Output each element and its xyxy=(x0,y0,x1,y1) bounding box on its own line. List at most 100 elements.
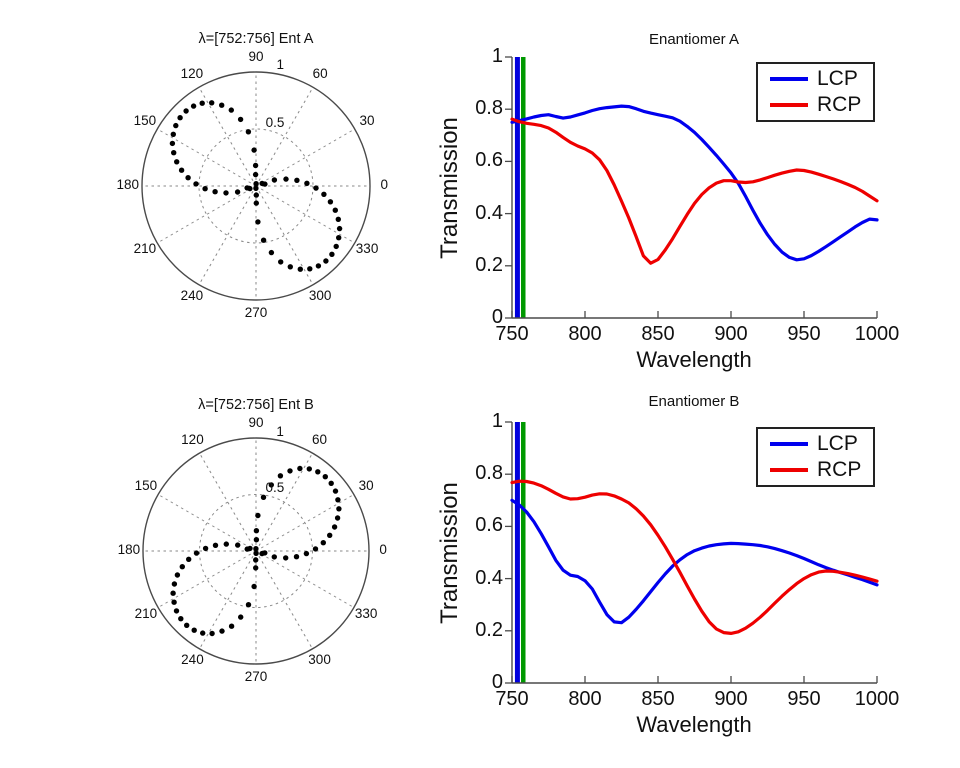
line-a-xlabel: Wavelength xyxy=(636,347,752,372)
polarB-data-marker xyxy=(306,466,312,472)
polar-b-title: λ=[752:756] Ent B xyxy=(198,397,314,413)
polarB-data-marker xyxy=(209,630,215,637)
legend-b-lcp-label: LCP xyxy=(817,432,858,455)
polarA-data-marker xyxy=(294,177,300,183)
polarA-group xyxy=(141,71,371,301)
lineA-y-tick-label: 0.2 xyxy=(475,253,503,276)
polarB-angle-tick-label: 180 xyxy=(117,542,141,557)
polarA-data-marker xyxy=(271,177,278,183)
polarB-angle-tick-label: 270 xyxy=(244,669,268,685)
polarB-data-marker xyxy=(235,542,241,548)
polarB-data-marker xyxy=(219,628,225,634)
polarA-angle-tick-label: 0 xyxy=(380,177,388,192)
polarA-data-marker xyxy=(268,249,275,256)
polarA-data-marker xyxy=(287,264,293,270)
polarA-data-marker xyxy=(336,235,342,241)
polarB-data-marker xyxy=(253,537,260,543)
polarB-angle-tick-label: 30 xyxy=(358,478,374,494)
lineA-y-tick-label: 0.8 xyxy=(475,97,503,120)
polarA-angle-tick-label: 30 xyxy=(359,112,375,128)
polarA-data-marker xyxy=(253,192,259,198)
polarA-angle-tick-label: 330 xyxy=(355,241,379,257)
polarB-data-marker xyxy=(228,623,235,629)
polarA-data-marker xyxy=(332,207,338,213)
line-b-xlabel: Wavelength xyxy=(636,712,752,737)
lineB-x-tick-label: 750 xyxy=(495,688,529,710)
lineB-x-tick-label: 800 xyxy=(568,688,602,710)
polarA-data-marker xyxy=(219,102,225,108)
polarB-data-marker xyxy=(253,528,260,534)
polarB-data-marker xyxy=(253,546,259,552)
polarB-data-marker xyxy=(331,524,338,530)
rcp-line-swatch xyxy=(770,103,808,107)
legend-a-rcp-label: RCP xyxy=(817,93,862,116)
lineA-x-tick-label: 950 xyxy=(787,323,821,345)
lineB-x-tick-label: 1000 xyxy=(854,688,900,710)
lineA-x-tick-label: 900 xyxy=(714,323,748,345)
polarB-data-marker xyxy=(223,541,229,547)
legend-b-rcp-label: RCP xyxy=(817,458,862,481)
polarA-data-marker xyxy=(333,243,339,250)
polarB-data-marker xyxy=(320,540,326,546)
polarA-angle-tick-label: 180 xyxy=(116,177,140,192)
polarA-data-marker xyxy=(260,237,267,243)
polarB-data-marker xyxy=(293,554,300,560)
polarA-radial-tick-label: 1 xyxy=(276,57,285,73)
polarB-data-marker xyxy=(202,545,209,552)
polarB-data-marker xyxy=(238,614,244,620)
polarB-data-marker xyxy=(260,494,267,500)
polarA-data-marker xyxy=(174,159,180,165)
polarB-data-marker xyxy=(336,506,342,512)
polarB-data-marker xyxy=(327,532,333,538)
polarA-radial-tick-label: 0.5 xyxy=(265,114,285,130)
lcp-line-swatch xyxy=(770,77,808,81)
polarA-data-marker xyxy=(185,175,191,181)
polarA-data-marker xyxy=(252,171,259,178)
polarA-data-marker xyxy=(237,116,244,123)
polarA-data-marker xyxy=(199,100,205,106)
polarB-data-marker xyxy=(283,555,289,561)
polarB-angle-tick-label: 60 xyxy=(312,431,328,447)
polarA-data-marker xyxy=(190,103,197,109)
polarB-data-marker xyxy=(171,581,178,587)
polarA-data-marker xyxy=(307,266,313,272)
polarB-data-marker xyxy=(287,468,293,474)
polarB-data-marker xyxy=(245,602,252,608)
polarB-data-marker xyxy=(303,550,310,557)
polarA-data-marker xyxy=(255,219,261,225)
polarA-angle-tick-label: 240 xyxy=(180,288,204,304)
polarB-data-marker xyxy=(297,465,303,472)
polarB-data-marker xyxy=(179,564,185,570)
polarA-data-marker xyxy=(323,258,329,264)
polarB-data-marker xyxy=(253,557,259,563)
lineA-y-tick-label: 0 xyxy=(491,306,503,328)
polarA-data-marker xyxy=(173,122,179,129)
lineA-x-tick-label: 1000 xyxy=(854,323,900,345)
polarB-angle-tick-label: 0 xyxy=(379,542,387,557)
polarB-angle-tick-label: 150 xyxy=(134,478,158,494)
polarA-data-marker xyxy=(335,216,341,222)
lineB-series-LCP xyxy=(510,498,879,625)
polarA-angle-tick-label: 270 xyxy=(244,305,268,321)
polarA-data-marker xyxy=(170,131,176,137)
lineA-y-tick-label: 1 xyxy=(491,45,503,67)
polarB-data-marker xyxy=(191,627,197,633)
polarA-data-marker xyxy=(245,129,252,135)
polarB-data-marker xyxy=(178,616,184,622)
polarB-angle-tick-label: 240 xyxy=(181,652,204,668)
polarB-angle-tick-label: 300 xyxy=(308,652,331,668)
polarA-data-marker xyxy=(327,199,334,205)
polarB-data-marker xyxy=(212,542,219,548)
polar-a-title: λ=[752:756] Ent A xyxy=(198,31,314,47)
polarB-data-marker xyxy=(200,630,206,636)
lineB-series-RCP xyxy=(510,479,879,636)
lineB-y-tick-label: 1 xyxy=(491,410,503,432)
lineB-y-tick-label: 0.4 xyxy=(475,566,503,589)
polarA-data-marker xyxy=(278,259,284,265)
polarA-data-marker xyxy=(178,167,185,173)
polarA-data-marker xyxy=(336,225,343,232)
polarA-data-marker xyxy=(244,185,250,191)
polarA-data-marker xyxy=(329,251,335,257)
polarB-data-marker xyxy=(332,488,339,494)
